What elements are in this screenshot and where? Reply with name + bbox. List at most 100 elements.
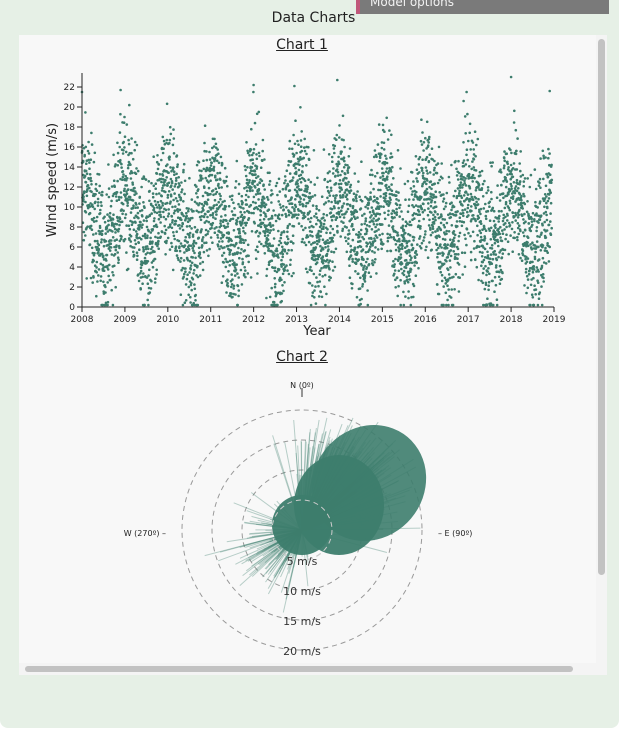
scatter-point bbox=[342, 202, 346, 205]
scatter-point bbox=[263, 205, 267, 209]
horizontal-scrollbar[interactable] bbox=[19, 663, 596, 675]
scatter-point bbox=[379, 205, 383, 208]
scatter-point bbox=[313, 296, 316, 299]
scatter-point bbox=[457, 235, 461, 238]
scatter-point bbox=[106, 281, 109, 284]
scatter-point bbox=[444, 282, 448, 285]
scatter-point bbox=[409, 303, 413, 307]
scatter-point bbox=[244, 168, 247, 172]
scatter-point bbox=[377, 202, 380, 205]
vertical-scroll-thumb[interactable] bbox=[598, 39, 605, 575]
scatter-point bbox=[171, 218, 174, 222]
scatter-point bbox=[174, 182, 177, 186]
scatter-point bbox=[428, 241, 431, 244]
scatter-point bbox=[342, 221, 345, 224]
scatter-point bbox=[265, 224, 268, 228]
scatter-point bbox=[295, 190, 299, 194]
scatter-point bbox=[402, 303, 406, 307]
scatter-point bbox=[235, 220, 239, 223]
scatter-point bbox=[426, 256, 430, 259]
horizontal-scroll-thumb[interactable] bbox=[25, 666, 573, 672]
scatter-point bbox=[314, 285, 317, 288]
scatter-point bbox=[298, 177, 302, 181]
scatter-point bbox=[184, 270, 187, 273]
scatter-point bbox=[471, 198, 475, 201]
scatter-point bbox=[480, 187, 484, 190]
scatter-point bbox=[177, 176, 180, 179]
scatter-point bbox=[349, 204, 352, 208]
scatter-point bbox=[501, 232, 505, 235]
scatter-point bbox=[258, 192, 262, 195]
scatter-point bbox=[521, 231, 525, 234]
scatter-point bbox=[264, 203, 268, 206]
scatter-point bbox=[387, 236, 391, 239]
scatter-point bbox=[266, 195, 269, 199]
scatter-point bbox=[416, 243, 419, 246]
scatter-point bbox=[328, 278, 331, 282]
scatter-point bbox=[356, 252, 359, 255]
scatter-point bbox=[544, 210, 548, 214]
scatter-point bbox=[144, 247, 148, 251]
scatter-point bbox=[164, 178, 167, 182]
scatter-point bbox=[365, 232, 368, 235]
scatter-point bbox=[156, 167, 160, 171]
scatter-point bbox=[525, 260, 529, 264]
scatter-point bbox=[254, 257, 258, 260]
scatter-point bbox=[84, 145, 88, 149]
scatter-point bbox=[377, 123, 381, 126]
scatter-point bbox=[383, 130, 386, 133]
scatter-point bbox=[471, 160, 474, 163]
scatter-point bbox=[447, 303, 450, 307]
scatter-point bbox=[548, 245, 551, 249]
scatter-point bbox=[331, 227, 335, 231]
scatter-point bbox=[173, 209, 177, 212]
scatter-point bbox=[511, 175, 515, 179]
model-options-tab[interactable]: Model options bbox=[356, 0, 609, 14]
scatter-point bbox=[368, 241, 372, 244]
scatter-point bbox=[431, 158, 435, 161]
scatter-point bbox=[319, 234, 322, 238]
scatter-point bbox=[188, 259, 192, 263]
scatter-point bbox=[281, 272, 285, 276]
scatter-point bbox=[171, 221, 174, 224]
scatter-point bbox=[492, 303, 495, 307]
scatter-point bbox=[356, 190, 359, 193]
scatter-point bbox=[307, 158, 311, 161]
scatter-point bbox=[474, 219, 478, 223]
scatter-point bbox=[185, 211, 188, 215]
scatter-point bbox=[466, 193, 470, 196]
scatter-point bbox=[164, 190, 167, 194]
scatter-point bbox=[516, 216, 520, 219]
scatter-point bbox=[293, 209, 296, 213]
scatter-point bbox=[84, 200, 87, 204]
scatter-point bbox=[457, 159, 460, 163]
scatter-point bbox=[531, 211, 535, 215]
scatter-point bbox=[318, 238, 321, 241]
scatter-point bbox=[430, 211, 433, 214]
scatter-point bbox=[333, 151, 336, 155]
scatter-point bbox=[522, 192, 525, 196]
wind-vector-cluster bbox=[271, 425, 427, 561]
scatter-point bbox=[479, 235, 483, 239]
scatter-point bbox=[510, 187, 513, 190]
scatter-point bbox=[497, 275, 501, 279]
scatter-point bbox=[514, 185, 518, 188]
scatter-point bbox=[213, 204, 216, 207]
scatter-point bbox=[174, 197, 178, 200]
scatter-point bbox=[155, 172, 159, 175]
scatter-point bbox=[272, 209, 275, 212]
scatter-point bbox=[362, 237, 366, 241]
scatter-point bbox=[530, 247, 534, 251]
scatter-point bbox=[82, 146, 86, 150]
scatter-point bbox=[486, 186, 490, 189]
scatter-point bbox=[231, 295, 234, 299]
scatter-point bbox=[311, 235, 314, 238]
scatter-point bbox=[502, 156, 506, 160]
scatter-point bbox=[503, 159, 507, 163]
scatter-point bbox=[248, 181, 251, 184]
vertical-scrollbar[interactable] bbox=[596, 35, 607, 675]
scatter-point bbox=[289, 160, 293, 163]
scatter-point bbox=[110, 253, 114, 256]
scatter-point bbox=[220, 186, 223, 189]
y-tick-label: 8 bbox=[69, 223, 75, 233]
